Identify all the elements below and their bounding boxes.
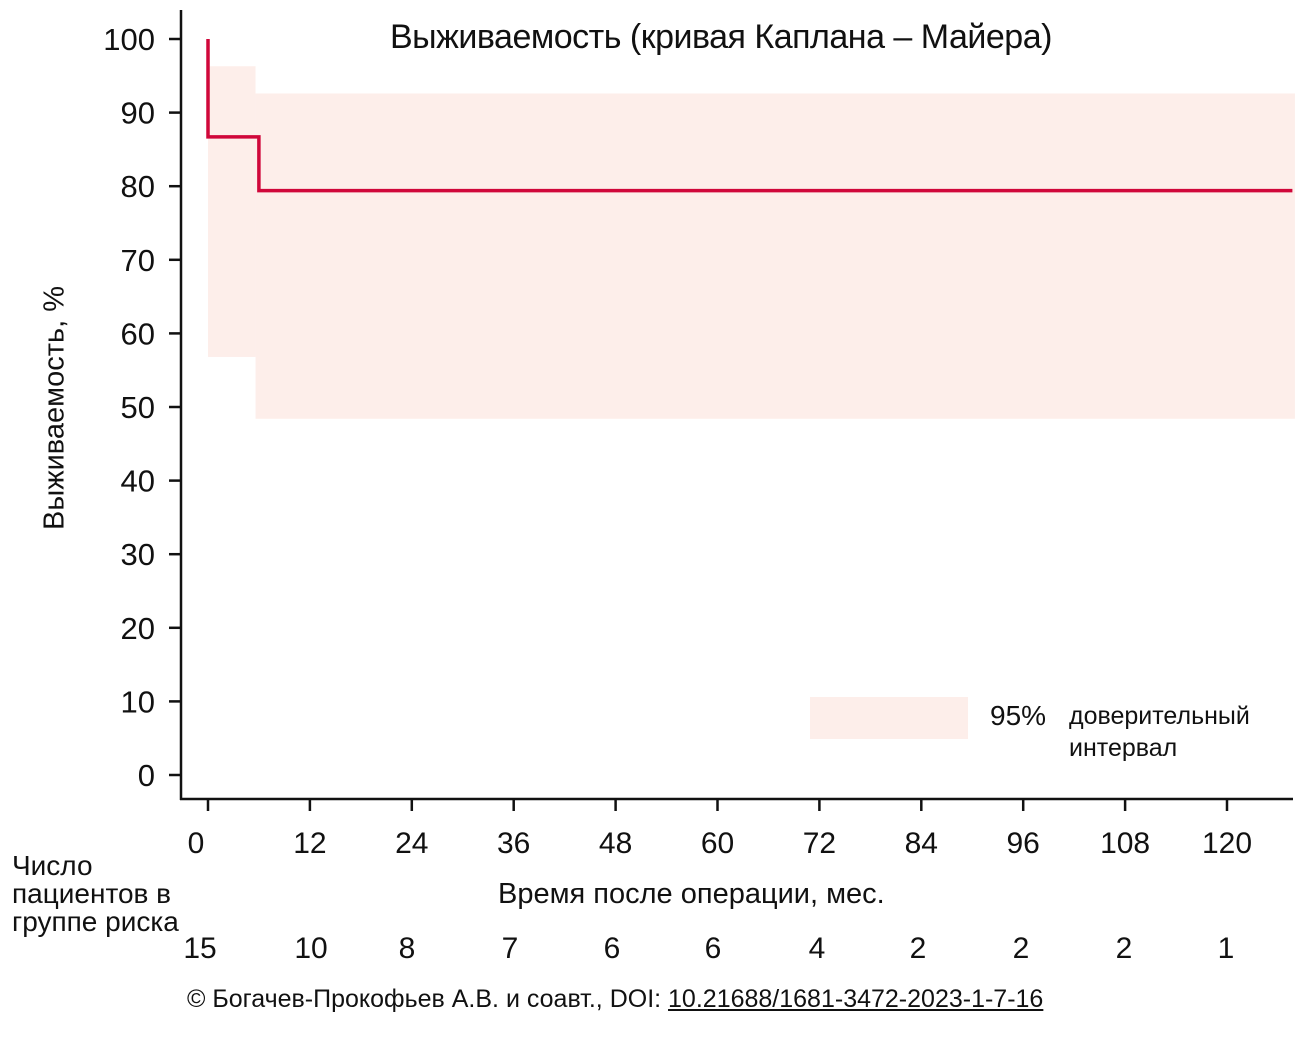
credit-line: © Богачев-Прокофьев А.В. и соавт., DOI: …	[187, 987, 1043, 1012]
y-tick-label: 100	[103, 22, 155, 57]
risk-count: 1	[1218, 932, 1235, 965]
risk-count: 2	[910, 932, 927, 965]
y-tick-labels: 0 10 20 30 40 50 60 70 80 90 100	[103, 22, 155, 793]
ci-segment	[208, 66, 256, 357]
risk-table-counts: 15 10 8 7 6 6 4 2 2 2 1	[183, 932, 1234, 965]
y-tick-label: 0	[138, 758, 155, 793]
confidence-band	[208, 66, 1295, 419]
x-tick-label: 24	[395, 827, 428, 860]
risk-count: 8	[399, 932, 416, 965]
risk-count: 2	[1013, 932, 1030, 965]
x-axis-label: Время после операции, мес.	[498, 878, 885, 910]
x-tick-labels: 0 12 24 36 48 60 72 84 96 108 120	[188, 827, 1252, 860]
y-tick-label: 20	[121, 611, 155, 646]
y-tick-label: 60	[121, 316, 155, 351]
survival-curve	[206, 39, 1293, 193]
y-tick-label: 50	[121, 390, 155, 425]
axes	[169, 10, 1293, 811]
x-tick-label: 48	[599, 827, 632, 860]
x-tick-label: 96	[1007, 827, 1040, 860]
risk-count: 4	[809, 932, 826, 965]
y-axis-label: Выживаемость, %	[38, 286, 71, 530]
legend-percent: 95%	[990, 700, 1047, 731]
legend-swatch	[810, 697, 968, 739]
credit-prefix: © Богачев-Прокофьев А.В. и соавт., DOI:	[187, 985, 669, 1013]
doi-link[interactable]: 10.21688/1681-3472-2023-1-7-16	[668, 985, 1044, 1013]
y-tick-label: 10	[121, 684, 155, 719]
y-tick-label: 70	[121, 243, 155, 278]
x-tick-label: 60	[701, 827, 734, 860]
risk-count: 2	[1116, 932, 1133, 965]
risk-count: 15	[183, 932, 216, 965]
ci-segment	[255, 93, 1295, 419]
x-tick-label: 84	[905, 827, 938, 860]
x-tick-label: 120	[1202, 827, 1252, 860]
risk-count: 7	[502, 932, 519, 965]
legend-description: доверительный интервал	[1069, 702, 1250, 762]
risk-count: 6	[705, 932, 722, 965]
x-tick-label: 72	[803, 827, 836, 860]
risk-table-label: Число пациентов в группе риска	[12, 850, 179, 937]
y-tick-label: 30	[121, 537, 155, 572]
y-tick-label: 80	[121, 169, 155, 204]
y-tick-label: 40	[121, 464, 155, 499]
chart-title: Выживаемость (кривая Каплана – Майера)	[390, 18, 1052, 56]
survival-step-line	[206, 39, 1293, 193]
risk-count: 10	[294, 932, 327, 965]
x-tick-label: 36	[497, 827, 530, 860]
x-tick-label: 12	[293, 827, 326, 860]
y-tick-label: 90	[121, 96, 155, 131]
risk-count: 6	[604, 932, 621, 965]
x-tick-label: 108	[1100, 827, 1150, 860]
x-tick-label: 0	[188, 827, 205, 860]
